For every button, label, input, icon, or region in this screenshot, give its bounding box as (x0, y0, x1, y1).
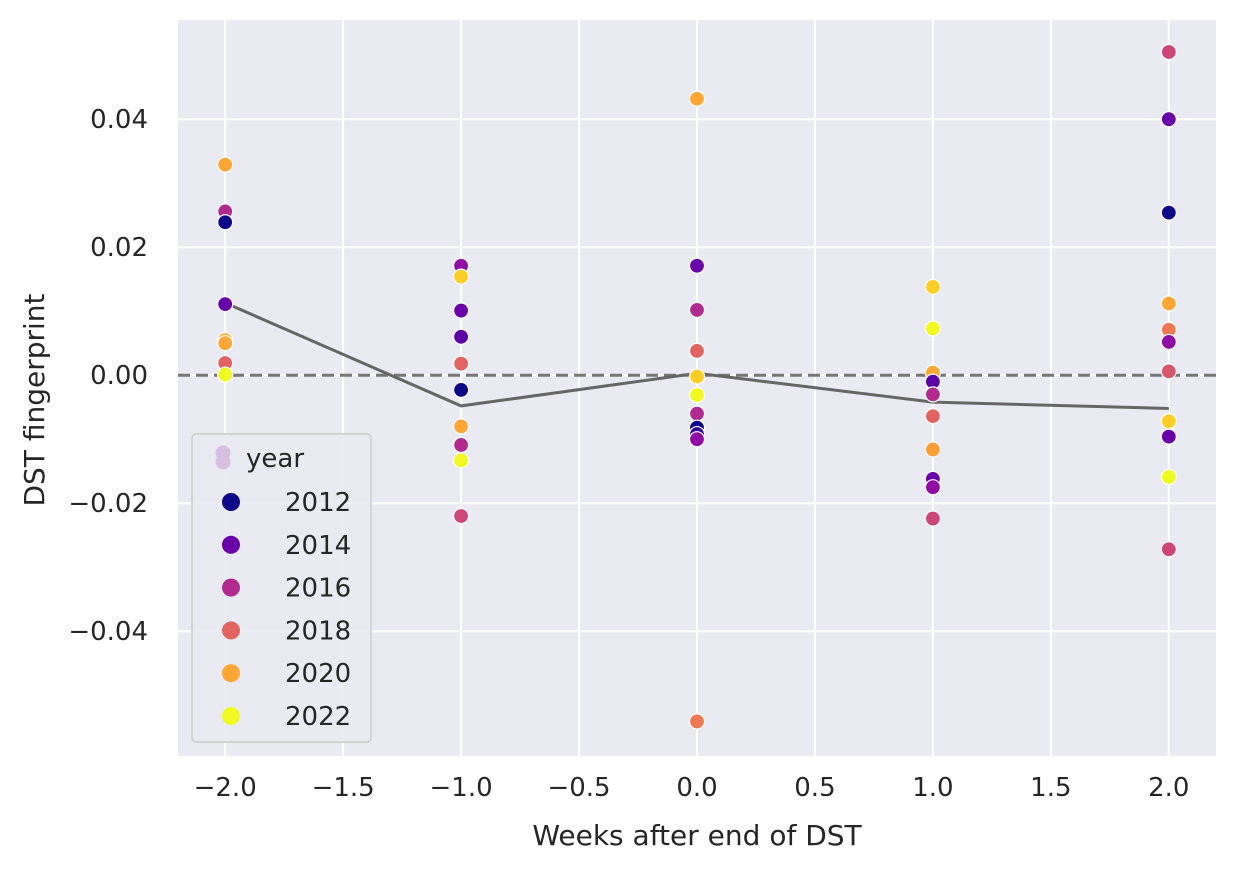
x-tick-label: 0.5 (794, 773, 835, 803)
data-point (1160, 204, 1177, 221)
legend-marker (222, 664, 240, 683)
data-point (688, 405, 706, 422)
y-axis-label: DST fingerprint (18, 293, 51, 506)
legend-label: 2014 (285, 531, 351, 561)
y-tick-label: 0.02 (90, 233, 148, 263)
data-point (688, 90, 706, 107)
data-point (924, 320, 942, 337)
x-tick-label: −1.0 (430, 773, 493, 803)
legend-label: 2012 (285, 488, 351, 518)
data-point (1160, 428, 1177, 445)
data-point (452, 328, 470, 345)
data-point (924, 441, 942, 458)
data-point (217, 296, 234, 313)
legend-marker (222, 578, 240, 597)
x-axis-label: Weeks after end of DST (532, 819, 862, 852)
x-tick-label: 1.5 (1030, 773, 1071, 803)
data-point (924, 386, 942, 403)
data-point (217, 366, 234, 383)
data-point (688, 713, 706, 730)
data-point (924, 479, 942, 496)
data-point (452, 268, 470, 285)
x-tick-label: 0.0 (676, 773, 717, 803)
data-point (688, 431, 706, 448)
legend-title: year (246, 444, 304, 474)
data-points (217, 43, 1177, 730)
x-tick-label: 2.0 (1148, 773, 1189, 803)
legend-marker (222, 493, 240, 511)
legend-label: 2020 (285, 659, 351, 689)
legend-marker (222, 707, 240, 725)
data-point (1160, 295, 1177, 312)
data-point (452, 507, 470, 525)
legend: year 2012 2014 2016 2018 2020 2022 (191, 433, 372, 743)
y-tick-labels: −0.04 −0.02 0.00 0.02 0.04 (68, 105, 148, 647)
legend-entries: 2012 2014 2016 2018 2020 2022 (222, 488, 351, 732)
y-tick-label: −0.04 (68, 617, 148, 647)
data-point (452, 418, 470, 435)
x-tick-label: −2.0 (194, 773, 257, 803)
y-tick-label: 0.04 (90, 105, 148, 135)
data-point (452, 381, 470, 399)
legend-label: 2016 (285, 574, 351, 604)
data-point (1160, 413, 1177, 430)
legend-label: 2022 (285, 702, 351, 732)
data-point (1160, 468, 1177, 486)
data-point (924, 510, 942, 527)
data-point (924, 278, 942, 295)
legend-box (191, 433, 372, 743)
x-tick-label: −1.5 (312, 773, 375, 803)
data-point (217, 156, 234, 173)
data-point (1160, 111, 1177, 128)
data-point (217, 335, 234, 352)
data-point (1160, 541, 1177, 558)
data-point (1160, 333, 1177, 351)
data-point (452, 452, 470, 469)
legend-title-marker (215, 454, 231, 470)
x-tick-label: −0.5 (547, 773, 610, 803)
data-point (688, 368, 706, 385)
x-tick-label: 1.0 (912, 773, 953, 803)
data-point (1160, 363, 1177, 380)
data-point (688, 301, 706, 319)
y-tick-label: 0.00 (90, 361, 148, 391)
data-point (688, 257, 706, 274)
y-tick-label: −0.02 (68, 489, 148, 519)
data-point (452, 436, 470, 454)
legend-marker (222, 535, 240, 554)
data-point (688, 342, 706, 359)
x-tick-labels: −2.0 −1.5 −1.0 −0.5 0.0 0.5 1.0 1.5 2.0 (194, 773, 1190, 803)
legend-label: 2018 (285, 616, 351, 646)
data-point (924, 408, 942, 425)
data-point (1160, 43, 1177, 61)
data-point (217, 214, 234, 231)
legend-marker (222, 621, 240, 640)
data-point (452, 355, 470, 372)
data-point (452, 302, 470, 319)
data-point (688, 386, 706, 404)
